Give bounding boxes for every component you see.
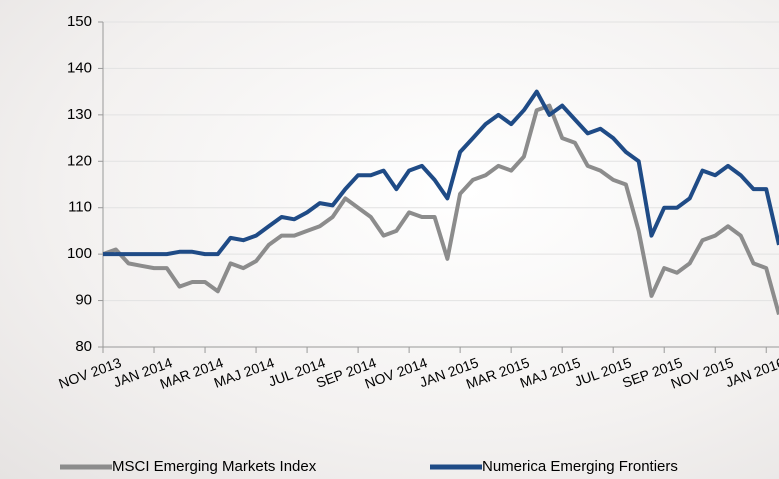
y-tick-label: 130 <box>67 106 92 123</box>
series-line <box>102 103 779 316</box>
legend-label: MSCI Emerging Markets Index <box>112 458 317 475</box>
y-tick-label: 150 <box>67 13 92 30</box>
y-tick-label: 90 <box>75 292 92 309</box>
series-line <box>103 89 779 257</box>
y-tick-label: 80 <box>75 338 92 355</box>
y-tick-label: 120 <box>67 152 92 169</box>
legend-label: Numerica Emerging Frontiers <box>482 458 678 475</box>
y-tick-label: 100 <box>67 245 92 262</box>
y-tick-label: 110 <box>68 199 92 216</box>
x-tick-label: NOV 2013 <box>56 354 123 391</box>
y-tick-label: 140 <box>67 59 92 76</box>
